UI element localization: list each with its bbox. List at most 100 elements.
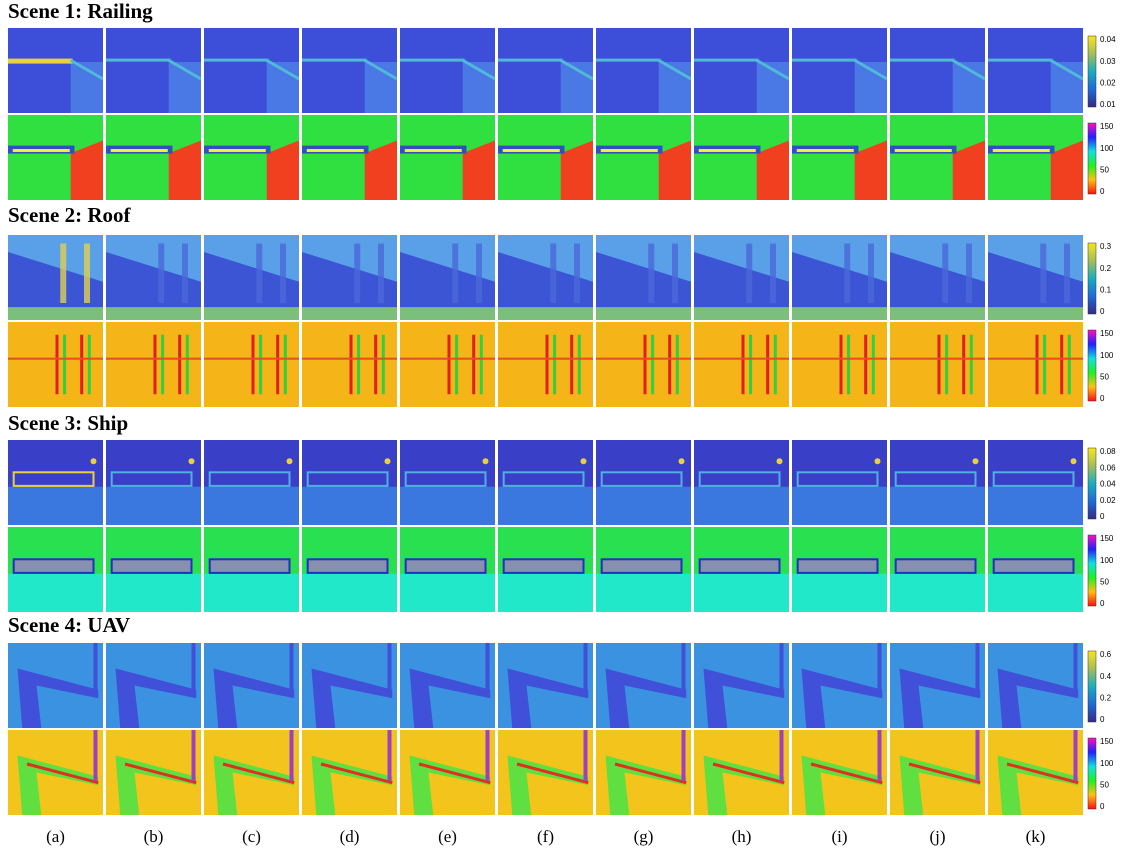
image-panel <box>204 527 299 612</box>
image-panel <box>988 527 1083 612</box>
panel-region <box>890 307 985 320</box>
panel-edge <box>94 643 98 694</box>
panel-edge <box>388 730 392 781</box>
panel-edge <box>287 458 293 464</box>
panel-region <box>890 574 985 612</box>
colorbar <box>1088 448 1096 519</box>
image-panel <box>694 730 789 815</box>
panel-edge <box>792 59 857 62</box>
panel-region <box>204 487 299 525</box>
image-panel <box>106 322 201 407</box>
image-panel <box>988 28 1083 113</box>
colorbar-tick: 0.04 <box>1100 35 1116 44</box>
panel-edge <box>498 358 593 360</box>
column-label: (b) <box>144 827 164 846</box>
image-panel <box>106 730 201 815</box>
panel-edge <box>976 730 980 781</box>
panel-edge <box>112 559 192 573</box>
panel-edge <box>1071 458 1077 464</box>
image-panel <box>792 527 887 612</box>
panel-edge <box>452 244 458 304</box>
colorbar-tick: 100 <box>1100 144 1114 153</box>
image-panel <box>302 115 397 200</box>
colorbar <box>1088 243 1096 314</box>
image-panel <box>498 115 593 200</box>
image-panel <box>204 643 299 728</box>
image-panel <box>596 235 691 320</box>
panel-edge <box>406 559 486 573</box>
scene-title: Scene 1: Railing <box>8 0 153 23</box>
figure: Scene 1: Railing0.040.030.020.0115010050… <box>0 0 1131 850</box>
panel-edge <box>1068 335 1071 395</box>
panel-edge <box>63 335 66 395</box>
panel-edge <box>111 149 168 152</box>
colorbar-tick: 0.2 <box>1100 264 1112 273</box>
image-panel <box>792 440 887 525</box>
column-label: (f) <box>537 827 554 846</box>
panel-edge <box>106 358 201 360</box>
image-panel <box>8 28 103 113</box>
panel-region <box>792 487 887 525</box>
panel-edge <box>878 730 882 781</box>
colorbar-tick: 0.2 <box>1100 693 1112 702</box>
image-panel <box>8 235 103 320</box>
panel-edge <box>890 358 985 360</box>
column-label: (i) <box>831 827 847 846</box>
panel-region <box>302 487 397 525</box>
panel-edge <box>847 335 850 395</box>
panel-edge <box>209 149 266 152</box>
colorbar-tick: 150 <box>1100 122 1114 131</box>
panel-edge <box>472 335 475 395</box>
panel-region <box>792 574 887 612</box>
image-panel <box>204 28 299 113</box>
colorbar-tick: 0 <box>1100 599 1105 608</box>
panel-region <box>988 574 1083 612</box>
panel-edge <box>504 559 584 573</box>
colorbar-tick: 0 <box>1100 512 1105 521</box>
colorbar-tick: 150 <box>1100 737 1114 746</box>
image-panel <box>8 322 103 407</box>
image-panel <box>498 28 593 113</box>
panel-edge <box>875 458 881 464</box>
image-panel <box>106 115 201 200</box>
panel-region <box>988 487 1083 525</box>
panel-region <box>106 307 201 320</box>
panel-edge <box>840 335 843 395</box>
colorbar-tick: 0 <box>1100 187 1105 196</box>
image-panel <box>302 527 397 612</box>
column-label: (a) <box>46 827 65 846</box>
colorbar-tick: 0.06 <box>1100 463 1116 472</box>
panel-edge <box>276 335 279 395</box>
panel-edge <box>770 244 776 304</box>
panel-edge <box>872 335 875 395</box>
panel-edge <box>1036 335 1039 395</box>
panel-edge <box>94 730 98 781</box>
panel-edge <box>486 730 490 781</box>
image-panel <box>204 235 299 320</box>
panel-edge <box>252 335 255 395</box>
image-panel <box>890 235 985 320</box>
panel-region <box>498 307 593 320</box>
panel-region <box>400 487 495 525</box>
panel-edge <box>570 335 573 395</box>
panel-region <box>694 307 789 320</box>
panel-edge <box>895 149 952 152</box>
panel-edge <box>864 335 867 395</box>
image-panel <box>694 643 789 728</box>
image-panel <box>8 440 103 525</box>
image-panel <box>8 730 103 815</box>
panel-edge <box>88 335 91 395</box>
image-panel <box>106 527 201 612</box>
panel-edge <box>682 730 686 781</box>
image-panel <box>792 730 887 815</box>
colorbar-tick: 0 <box>1100 307 1105 316</box>
panel-edge <box>106 59 171 62</box>
image-panel <box>400 322 495 407</box>
panel-edge <box>994 559 1074 573</box>
image-panel <box>694 28 789 113</box>
panel-edge <box>844 244 850 304</box>
image-panel <box>498 643 593 728</box>
panel-edge <box>700 559 780 573</box>
column-label: (c) <box>242 827 261 846</box>
panel-region <box>106 487 201 525</box>
